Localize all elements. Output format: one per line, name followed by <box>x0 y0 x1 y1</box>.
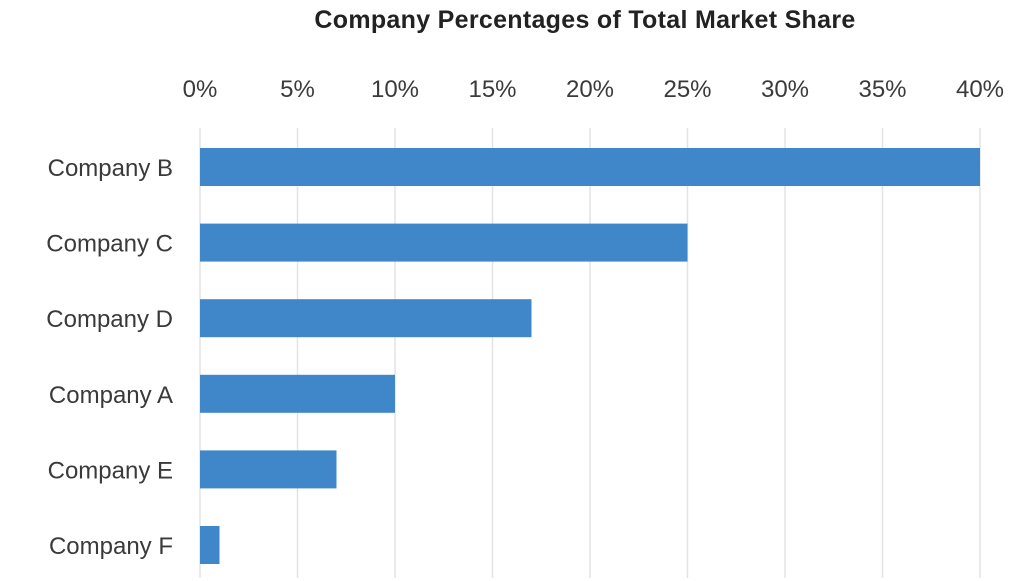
bars <box>200 148 980 564</box>
bar-company-f <box>200 526 220 564</box>
category-label: Company D <box>46 306 173 333</box>
bar-company-a <box>200 374 395 413</box>
x-tick-label: 35% <box>858 76 906 103</box>
category-label: Company B <box>48 155 173 182</box>
chart-title: Company Percentages of Total Market Shar… <box>314 6 856 34</box>
bar-company-e <box>200 450 337 489</box>
category-label: Company A <box>49 382 173 409</box>
x-tick-label: 25% <box>663 76 711 103</box>
bar-company-b <box>200 148 980 186</box>
gridlines <box>199 128 981 578</box>
bar-company-d <box>200 299 532 338</box>
x-tick-label: 30% <box>761 76 809 103</box>
category-label: Company E <box>48 457 173 484</box>
x-tick-label: 20% <box>566 76 614 103</box>
x-tick-label: 10% <box>371 76 419 103</box>
x-tick-label: 40% <box>956 76 1004 103</box>
category-label: Company F <box>49 533 173 560</box>
x-tick-label: 5% <box>280 76 315 103</box>
x-axis-ticks: 0% 5% 10% 15% 20% 25% 30% 35% 40% <box>183 76 1004 103</box>
bar-company-c <box>200 223 688 262</box>
x-tick-label: 0% <box>183 76 218 103</box>
x-tick-label: 15% <box>468 76 516 103</box>
category-label: Company C <box>46 231 173 258</box>
category-labels: Company B Company C Company D Company A Comp… <box>46 155 173 560</box>
